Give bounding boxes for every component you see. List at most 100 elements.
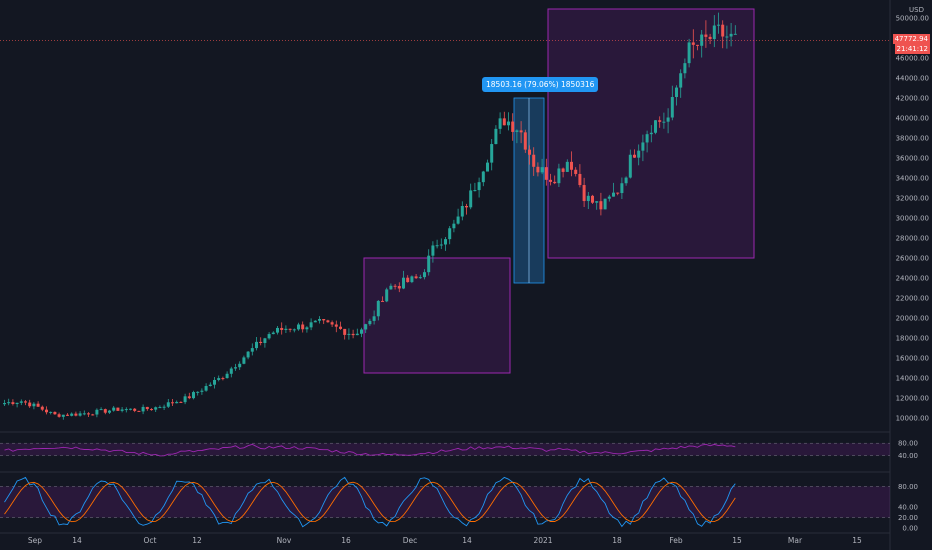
candle-body	[696, 44, 699, 46]
candle-body	[238, 363, 242, 368]
candle-body	[498, 118, 502, 129]
candle-body	[217, 378, 221, 380]
candle-body	[679, 73, 683, 88]
candle-body	[87, 413, 90, 415]
candle-body	[49, 411, 53, 413]
candle-body	[532, 154, 536, 167]
candle-body	[481, 171, 485, 183]
candle-body	[36, 403, 40, 407]
candle-body	[133, 408, 137, 411]
candle-body	[494, 128, 498, 145]
price-axis-label: 40000.00	[896, 115, 929, 123]
price-axis-label: 50000.00	[896, 15, 929, 23]
candle-body	[691, 42, 695, 45]
candle-body	[15, 402, 19, 404]
candle-body	[150, 409, 153, 411]
candle-body	[70, 413, 74, 416]
candle-body	[725, 36, 729, 38]
grid-layer	[0, 0, 891, 550]
candle-body	[32, 403, 36, 407]
candle-body	[465, 205, 468, 208]
candle-body	[208, 384, 212, 387]
current-price-tag: 47772.94	[892, 34, 930, 44]
price-axis-label: 34000.00	[896, 175, 929, 183]
rsi-axis-label: 80.00	[898, 440, 918, 448]
candle-body	[435, 245, 439, 247]
candle-body	[717, 24, 720, 26]
candle-body	[297, 324, 300, 330]
candle-body	[3, 403, 6, 405]
candles-layer	[3, 12, 737, 420]
candle-body	[544, 167, 548, 180]
candle-body	[612, 192, 615, 197]
rectangle-drawing	[363, 257, 511, 374]
candle-body	[53, 411, 57, 415]
time-axis-label: Oct	[144, 536, 157, 545]
candle-body	[364, 324, 368, 330]
candle-body	[729, 33, 733, 37]
candle-body	[322, 318, 326, 321]
stoch-band	[0, 486, 890, 518]
price-axis-label: 28000.00	[896, 235, 929, 243]
price-axis-label: 14000.00	[896, 375, 929, 383]
candle-body	[360, 329, 363, 334]
candle-body	[137, 410, 141, 412]
candle-body	[288, 328, 292, 330]
candle-body	[536, 166, 540, 173]
stoch-k-line	[4, 476, 736, 528]
candle-body	[318, 318, 321, 321]
candle-body	[561, 168, 565, 172]
candle-body	[368, 320, 372, 325]
candle-body	[448, 228, 452, 240]
candle-body	[616, 192, 620, 194]
candle-body	[330, 322, 334, 325]
candle-body	[683, 63, 687, 74]
price-axis-label: 32000.00	[896, 195, 929, 203]
price-axis-label: 46000.00	[896, 55, 929, 63]
candle-body	[339, 326, 342, 329]
candle-body	[565, 161, 569, 172]
candle-body	[385, 289, 389, 302]
candle-body	[24, 401, 27, 403]
candle-body	[200, 390, 204, 392]
candle-body	[19, 401, 23, 403]
candle-body	[397, 286, 401, 289]
candle-body	[162, 406, 166, 408]
candle-body	[733, 33, 737, 35]
candle-body	[641, 142, 645, 151]
candle-body	[628, 154, 632, 178]
candle-body	[649, 132, 653, 135]
candle-body	[124, 409, 128, 411]
candle-body	[595, 201, 599, 203]
candle-body	[276, 327, 279, 333]
rsi-line	[4, 443, 736, 457]
price-axis-label: 44000.00	[896, 75, 929, 83]
candle-body	[305, 327, 309, 330]
countdown-tag: 21:41:12	[894, 44, 930, 54]
candle-body	[229, 368, 233, 374]
time-axis: Sep 14 Oct 12 Nov 16 Dec 14 2021 18 Feb 15 Mar 15	[28, 536, 862, 545]
candle-body	[507, 121, 510, 126]
rsi-band	[0, 443, 890, 456]
time-axis-label: Dec	[403, 536, 418, 545]
candle-body	[633, 154, 636, 158]
candle-body	[116, 407, 120, 411]
candle-body	[183, 396, 187, 403]
price-axis-label: 38000.00	[896, 135, 929, 143]
candle-body	[515, 130, 519, 132]
candle-body	[502, 118, 506, 126]
candle-body	[103, 409, 107, 413]
price-axis-label: 16000.00	[896, 355, 929, 363]
candle-body	[540, 167, 544, 173]
candle-body	[553, 181, 557, 184]
price-axis-label: 36000.00	[896, 155, 929, 163]
candle-body	[637, 150, 641, 158]
candle-body	[347, 333, 351, 335]
candle-body	[708, 36, 712, 40]
time-axis-label: Sep	[28, 536, 42, 545]
candle-body	[578, 173, 582, 186]
candle-body	[234, 367, 237, 369]
candle-body	[721, 24, 725, 37]
